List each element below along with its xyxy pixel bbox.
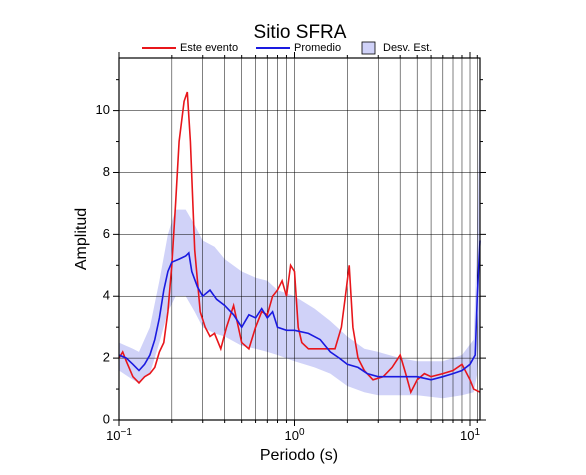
x-tick-exponent: −1 <box>121 427 133 438</box>
x-tick-label: 10−1 <box>106 427 132 444</box>
y-tick-label: 4 <box>103 288 110 303</box>
x-tick-base: 10 <box>460 428 474 443</box>
legend-swatch <box>361 41 376 55</box>
legend-label: Desv. Est. <box>383 42 432 54</box>
x-tick-base: 10 <box>106 428 120 443</box>
std-band <box>119 95 480 399</box>
series-line <box>118 240 481 381</box>
x-tick-label: 100 <box>284 427 304 444</box>
x-tick-exponent: 0 <box>299 427 305 438</box>
y-tick-label: 0 <box>103 411 110 426</box>
y-tick-label: 2 <box>103 350 110 365</box>
series-line <box>118 91 481 395</box>
y-axis-label: Amplitud <box>73 208 90 270</box>
x-tick-label: 101 <box>460 427 480 444</box>
y-tick-label: 10 <box>96 102 110 117</box>
x-axis-label: Periodo (s) <box>260 447 338 464</box>
y-tick-label: 6 <box>103 226 110 241</box>
plot-frame <box>118 57 481 421</box>
legend-label: Este evento <box>180 42 238 54</box>
y-tick-label: 8 <box>103 164 110 179</box>
x-tick-exponent: 1 <box>474 427 480 438</box>
chart-title: Sitio SFRA <box>254 22 347 43</box>
x-tick-base: 10 <box>284 428 298 443</box>
legend-label: Promedio <box>294 42 341 54</box>
